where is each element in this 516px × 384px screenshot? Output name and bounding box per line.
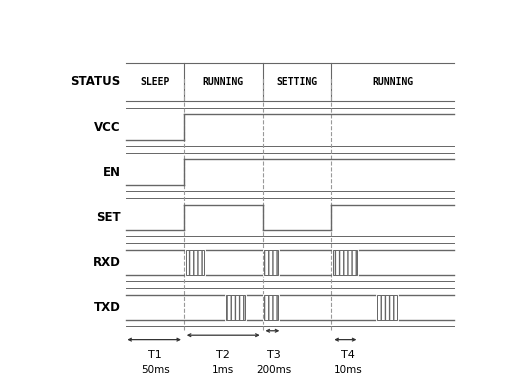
Text: RUNNING: RUNNING xyxy=(373,77,413,87)
Bar xyxy=(377,295,397,320)
Text: STATUS: STATUS xyxy=(70,75,121,88)
Text: 1ms: 1ms xyxy=(212,365,234,375)
Bar xyxy=(264,295,278,320)
Text: SETTING: SETTING xyxy=(277,77,317,87)
Text: TXD: TXD xyxy=(93,301,121,314)
Text: RXD: RXD xyxy=(92,256,121,269)
Text: VCC: VCC xyxy=(94,121,121,134)
Bar xyxy=(333,250,357,275)
Text: T4: T4 xyxy=(341,350,355,360)
Text: 50ms: 50ms xyxy=(141,365,170,375)
Text: 200ms: 200ms xyxy=(256,365,292,375)
Bar xyxy=(186,250,203,275)
Text: EN: EN xyxy=(103,166,121,179)
Text: T3: T3 xyxy=(267,350,281,360)
Text: SET: SET xyxy=(96,211,121,224)
Bar xyxy=(227,295,245,320)
Text: T2: T2 xyxy=(216,350,230,360)
Text: T1: T1 xyxy=(148,350,162,360)
Text: SLEEP: SLEEP xyxy=(140,77,170,87)
Text: 10ms: 10ms xyxy=(333,365,362,375)
Bar xyxy=(264,250,278,275)
Text: RUNNING: RUNNING xyxy=(203,77,244,87)
